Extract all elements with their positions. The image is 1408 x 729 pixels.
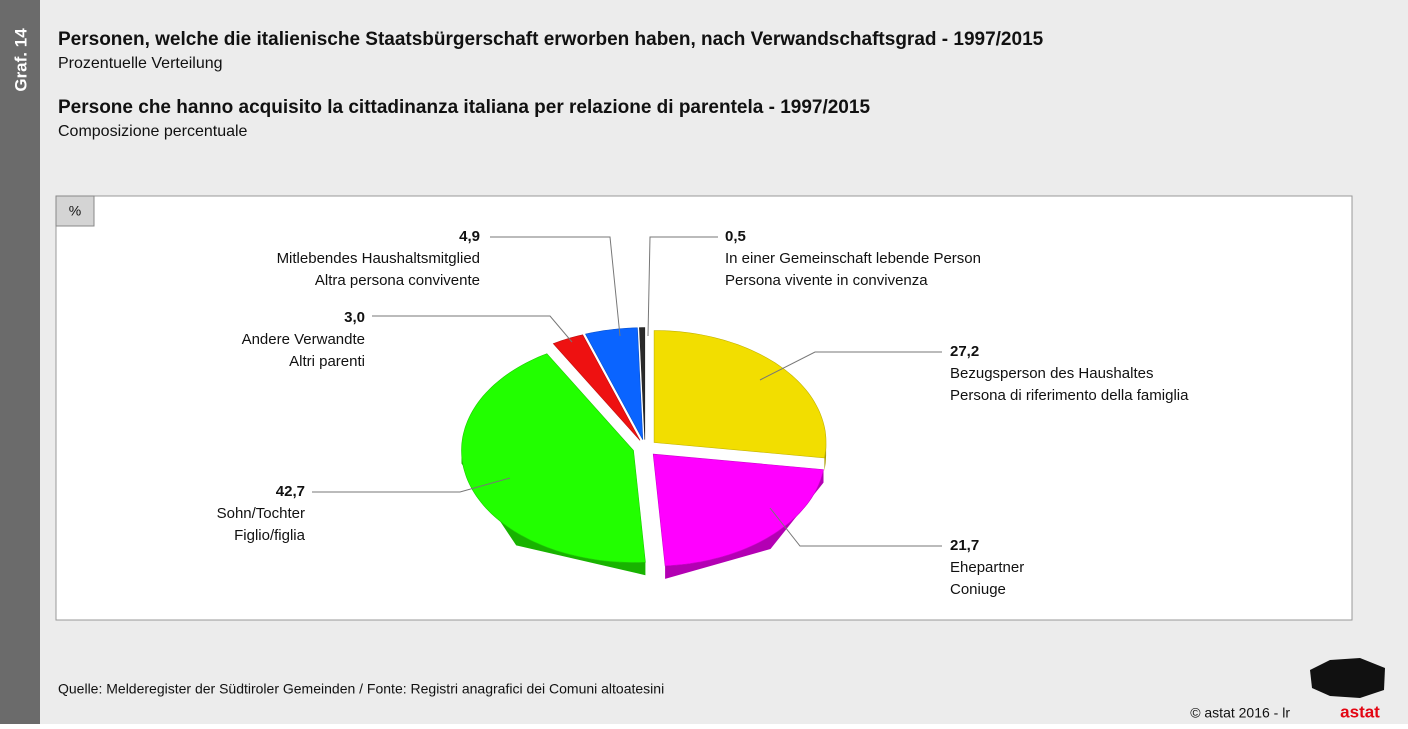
slice-sides [461,442,827,579]
leader-line [759,351,942,381]
category-label: Ehepartner [950,559,1024,576]
category-label: Andere Verwandte [242,331,365,348]
slice [461,353,646,563]
category-label: Sohn/Tochter [217,505,305,522]
category-label-it: Altri parenti [289,353,365,370]
leader-line [312,477,511,493]
slice-side [461,450,646,576]
leader-line [372,315,573,343]
slice-side [824,442,827,471]
side-bar [0,0,40,724]
leader-line [647,236,718,337]
value-label: 42,7 [276,483,305,500]
slice-tops [461,327,827,567]
leader-line [769,507,942,547]
unit-box [55,195,95,227]
source: Quelle: Melderegister der Südtiroler Gem… [58,681,664,697]
logo: astat [1340,702,1380,721]
chart-title-it: Persone che hanno acquisito la cittadina… [58,97,870,118]
side-label: Graf. 14 [11,28,30,92]
value-label: 21,7 [950,537,979,554]
slice [639,327,646,440]
category-label-it: Persona vivente in convivenza [725,272,928,289]
category-label-it: Figlio/figlia [234,527,306,544]
value-label: 3,0 [344,309,365,326]
chart-subtitle: Prozentuelle Verteilung [58,55,223,72]
chart-subtitle-it: Composizione percentuale [58,123,248,140]
pie [461,327,827,579]
logo-shape [1310,658,1385,698]
value-label: 0,5 [725,228,746,245]
slice-side [665,469,824,579]
unit-label: % [69,203,81,219]
category-label: Bezugsperson des Haushaltes [950,365,1153,382]
leader-line [490,236,621,337]
category-label-it: Altra persona convivente [315,272,480,289]
slice [585,327,644,440]
category-label: Mitlebendes Haushaltsmitglied [277,250,480,267]
copyright: © astat 2016 - lr [1190,705,1290,721]
value-label: 27,2 [950,343,979,360]
value-label: 4,9 [459,228,480,245]
chart-title: Personen, welche die italienische Staats… [58,29,1044,50]
slice [653,330,827,459]
slice [652,453,824,567]
slice [552,334,641,441]
category-label-it: Coniuge [950,581,1006,598]
category-label-it: Persona di riferimento della famiglia [950,387,1189,404]
category-label: In einer Gemeinschaft lebende Person [725,250,981,267]
